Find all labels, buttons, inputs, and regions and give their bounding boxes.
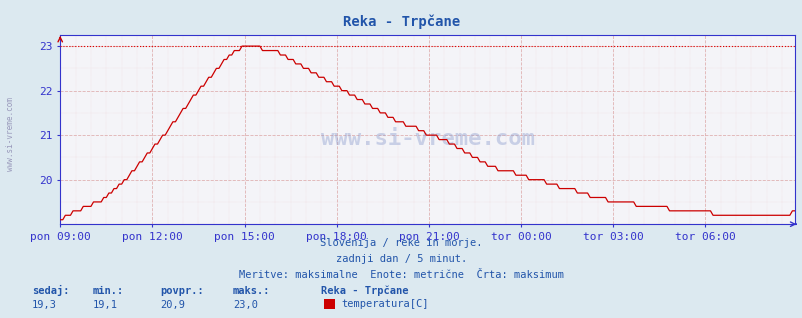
Text: zadnji dan / 5 minut.: zadnji dan / 5 minut. [335, 254, 467, 264]
Text: temperatura[C]: temperatura[C] [341, 299, 428, 309]
Text: sedaj:: sedaj: [32, 285, 70, 296]
Text: Reka - Trpčane: Reka - Trpčane [321, 286, 408, 296]
Text: Meritve: maksimalne  Enote: metrične  Črta: maksimum: Meritve: maksimalne Enote: metrične Črta… [239, 270, 563, 280]
Text: www.si-vreme.com: www.si-vreme.com [6, 97, 15, 170]
Text: 19,3: 19,3 [32, 301, 57, 310]
Text: maks.:: maks.: [233, 286, 270, 296]
Text: Slovenija / reke in morje.: Slovenija / reke in morje. [320, 238, 482, 248]
Text: Reka - Trpčane: Reka - Trpčane [342, 14, 460, 29]
Text: povpr.:: povpr.: [160, 286, 204, 296]
Text: www.si-vreme.com: www.si-vreme.com [320, 129, 534, 149]
Text: min.:: min.: [92, 286, 124, 296]
Text: 23,0: 23,0 [233, 301, 257, 310]
Text: 20,9: 20,9 [160, 301, 185, 310]
Text: 19,1: 19,1 [92, 301, 117, 310]
